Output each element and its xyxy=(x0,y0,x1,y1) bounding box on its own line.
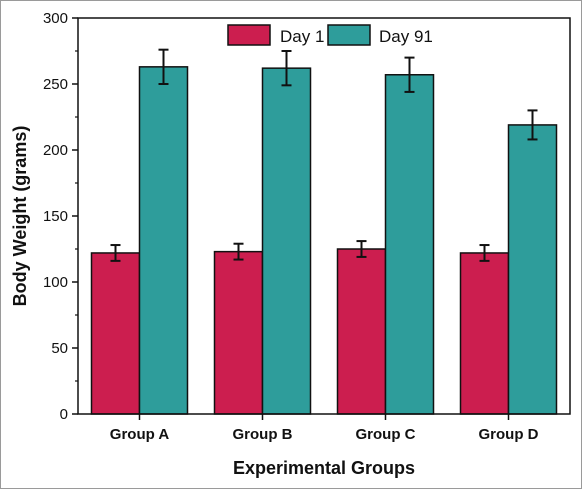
bars-layer xyxy=(90,66,558,415)
y-tick-label-300: 300 xyxy=(43,10,68,27)
error-bar-day-1-group-b xyxy=(233,242,244,261)
bar-day-91-group-d xyxy=(507,124,558,415)
legend-swatch-day-1 xyxy=(227,24,271,46)
y-tick-label-50: 50 xyxy=(51,340,68,357)
bar-day-1-group-c xyxy=(336,248,387,415)
error-bars-layer xyxy=(110,48,538,262)
error-bar-day-1-group-d xyxy=(479,244,490,262)
legend: Day 1 Day 91 xyxy=(227,24,433,46)
x-tick-label-group-c: Group C xyxy=(356,426,416,443)
error-bar-day-91-group-a xyxy=(158,48,169,85)
y-tick-label-250: 250 xyxy=(43,76,68,93)
axes-layer: Group A Group B Group C Group D 0 50 100 150 200… xyxy=(43,10,571,443)
error-bar-day-1-group-c xyxy=(356,240,367,258)
bar-day-91-group-b xyxy=(261,67,312,415)
error-bar-day-1-group-a xyxy=(110,244,121,262)
x-tick-label-group-d: Group D xyxy=(479,426,539,443)
legend-swatch-day-91 xyxy=(327,24,371,46)
x-axis-title: Experimental Groups xyxy=(233,458,415,478)
error-bar-day-91-group-c xyxy=(404,56,415,93)
x-tick-label-group-b: Group B xyxy=(233,426,293,443)
legend-label-day-91: Day 91 xyxy=(379,27,433,46)
y-tick-label-150: 150 xyxy=(43,208,68,225)
y-axis-title: Body Weight (grams) xyxy=(10,126,30,307)
bar-day-1-group-a xyxy=(90,252,141,415)
error-bar-day-91-group-b xyxy=(281,50,292,87)
x-tick-label-group-a: Group A xyxy=(110,426,170,443)
bar-day-1-group-b xyxy=(213,250,264,415)
y-tick-label-0: 0 xyxy=(60,406,68,423)
y-tick-label-100: 100 xyxy=(43,274,68,291)
y-tick-label-200: 200 xyxy=(43,142,68,159)
bar-day-91-group-a xyxy=(138,66,189,415)
bar-day-1-group-d xyxy=(459,252,510,415)
error-bar-day-91-group-d xyxy=(527,109,538,141)
legend-label-day-1: Day 1 xyxy=(280,27,324,46)
bar-day-91-group-c xyxy=(384,74,435,415)
